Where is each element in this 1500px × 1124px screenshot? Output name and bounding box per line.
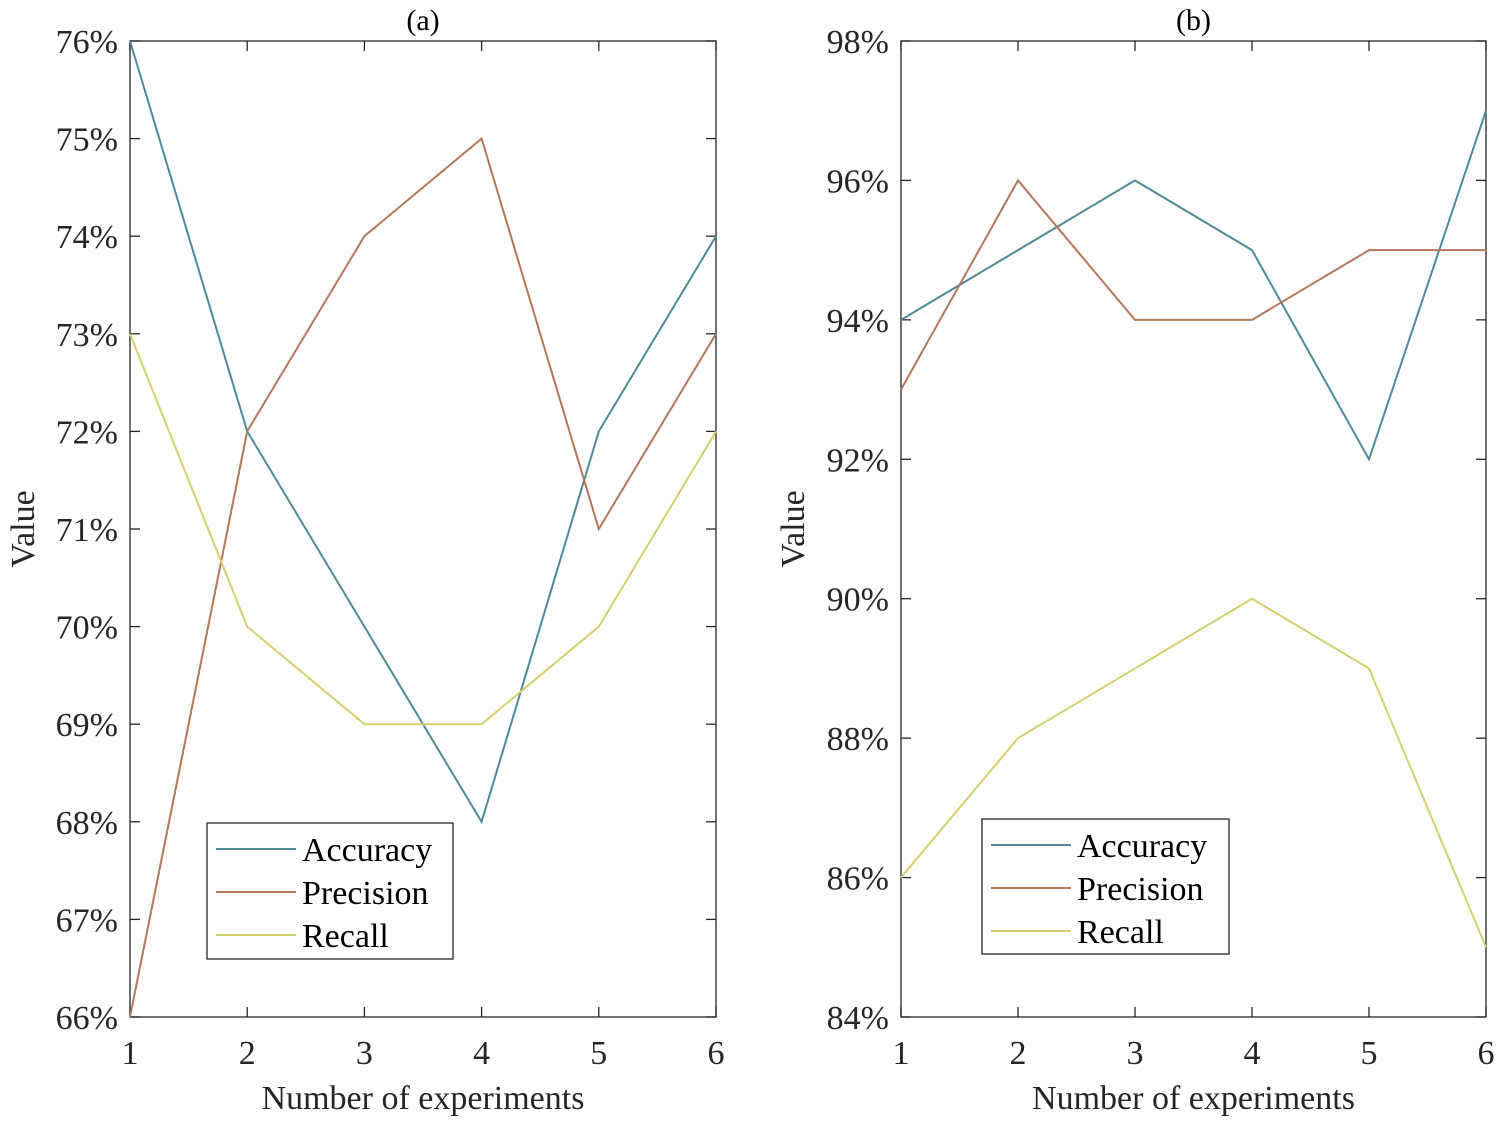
y-tick-label: 66% [56,1000,118,1037]
legend: Accuracy Precision Recall [981,818,1230,955]
y-tick-label: 73% [56,317,118,354]
y-tick-label: 68% [56,805,118,842]
x-tick-label: 4 [473,1035,490,1072]
y-tick-label: 92% [827,442,889,479]
y-tick-label: 69% [56,707,118,744]
y-tick-label: 67% [56,902,118,939]
x-tick-label: 1 [893,1035,910,1072]
x-tick-label: 2 [1010,1035,1027,1072]
y-tick-label: 94% [827,303,889,340]
series-line-recall [129,333,717,726]
y-tick-label: 70% [56,610,118,647]
legend-label-precision: Precision [302,875,429,912]
y-tick-label: 84% [827,1000,889,1037]
x-tick-label: 5 [1361,1035,1378,1072]
series-line-recall [900,597,1487,948]
x-tick-label: 5 [590,1035,607,1072]
legend-label-recall: Recall [302,918,389,955]
y-tick-label: 74% [56,219,118,256]
y-tick-label: 88% [827,721,889,758]
legend-label-recall: Recall [1077,914,1164,951]
legend-label-precision: Precision [1077,871,1204,908]
y-tick-label: 72% [56,414,118,451]
y-axis-label: Value [5,490,42,567]
plot-area-frame [900,40,1487,1018]
series-line-accuracy [900,110,1487,462]
chart-panel-a: 66% 67% 68% 69% 70% 71% 72% 73% 74% 75% 76% 1 2 3 4 5 6 (… [5,4,725,1117]
series-line-precision [900,178,1486,391]
x-tick-label: 3 [356,1035,373,1072]
legend-label-accuracy: Accuracy [302,832,432,869]
x-tick-label: 1 [122,1035,139,1072]
chart-title: (a) [406,4,439,37]
y-tick-label: 86% [827,861,889,898]
y-tick-label: 71% [56,512,118,549]
x-tick-label: 6 [708,1035,725,1072]
legend-label-accuracy: Accuracy [1077,828,1207,865]
y-axis-label: Value [775,490,812,567]
x-tick-label: 6 [1478,1035,1495,1072]
y-tick-label: 90% [827,582,889,619]
chart-panel-b: 84% 86% 88% 90% 92% 94% 96% 98% 1 2 3 4 5 6 (b) Number … [775,4,1495,1117]
x-axis-label: Number of experiments [1032,1080,1355,1117]
x-tick-label: 3 [1127,1035,1144,1072]
legend: Accuracy Precision Recall [206,822,454,960]
y-tick-label: 75% [56,122,118,159]
series-line-accuracy [129,40,717,825]
x-axis-label: Number of experiments [262,1080,585,1117]
y-tick-label: 96% [827,163,889,200]
x-tick-label: 2 [239,1035,256,1072]
x-tick-label: 4 [1244,1035,1261,1072]
y-tick-label: 98% [827,24,889,61]
y-tick-label: 76% [56,24,118,61]
series-line-precision [129,136,717,1018]
chart-title: (b) [1176,4,1211,37]
